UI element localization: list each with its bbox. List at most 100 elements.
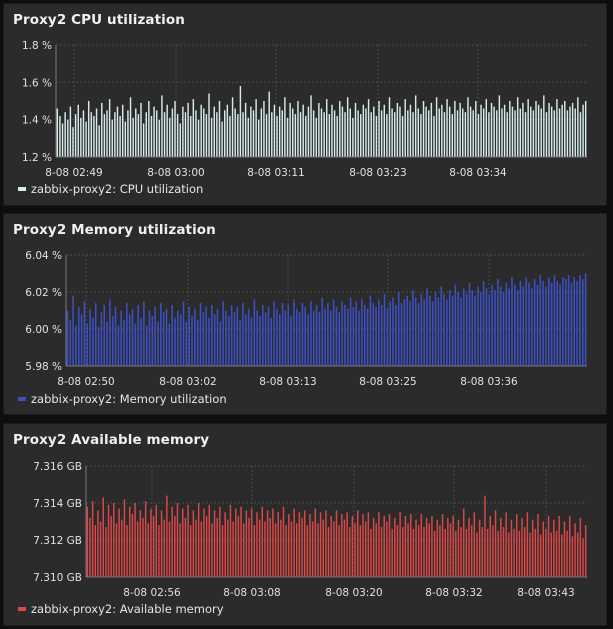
data-bar (338, 525, 340, 577)
data-bar (468, 517, 470, 577)
data-bar (286, 117, 289, 157)
data-bar (124, 121, 127, 157)
data-bar (123, 499, 126, 577)
data-bar (454, 101, 456, 157)
data-bar (169, 117, 171, 157)
data-bar (311, 521, 314, 577)
y-tick-label: 6.02 % (25, 287, 62, 299)
data-bar (148, 101, 150, 157)
data-bar (449, 523, 452, 577)
data-bar (267, 306, 270, 366)
data-bar (92, 317, 94, 366)
data-bar (579, 517, 582, 577)
data-bar (86, 323, 89, 366)
data-bar (462, 108, 464, 157)
data-bar (471, 290, 474, 366)
data-bar (383, 104, 385, 157)
data-bar (463, 288, 465, 366)
data-bar (107, 504, 110, 577)
data-bar (477, 286, 479, 366)
data-bar (574, 523, 576, 577)
data-bar (553, 110, 556, 157)
data-bar (160, 303, 162, 366)
data-bar (433, 115, 435, 157)
data-bar (139, 510, 142, 577)
y-tick-label: 1.6 % (22, 77, 52, 89)
data-bar (213, 106, 215, 157)
data-bar (221, 525, 224, 577)
data-bar (140, 102, 142, 157)
data-bar (446, 99, 448, 157)
data-bar (372, 517, 375, 577)
data-bar (292, 108, 294, 157)
y-tick-label: 7.310 GB (33, 572, 82, 584)
data-bar (273, 301, 275, 366)
data-bar (380, 304, 383, 366)
data-bar (147, 523, 150, 577)
data-bar (543, 95, 545, 157)
data-bar (148, 310, 151, 366)
data-bar (569, 515, 571, 577)
data-bar (93, 115, 95, 157)
data-bar (478, 519, 481, 577)
data-bar (423, 527, 425, 577)
data-bar (171, 108, 174, 157)
data-bar (536, 284, 539, 366)
data-bar (563, 521, 566, 577)
data-bar (335, 306, 338, 366)
data-bar (247, 117, 249, 157)
cpu-panel: Proxy2 CPU utilization 1.8 % 1.6 % 1.4 % 1.… (3, 3, 607, 206)
data-bar (573, 277, 576, 366)
data-bar (165, 308, 168, 366)
data-bar (545, 528, 547, 577)
data-bar (400, 303, 403, 366)
data-bar (361, 299, 363, 366)
data-bar (245, 314, 247, 366)
data-bar (229, 115, 231, 157)
data-bar (362, 104, 365, 157)
data-bar (562, 277, 564, 366)
data-bar (351, 515, 354, 577)
data-bar (425, 106, 427, 157)
data-bar (232, 521, 234, 577)
data-bar (115, 523, 118, 577)
data-bar (140, 317, 142, 366)
data-bar (287, 304, 290, 366)
data-bar (118, 508, 120, 577)
data-bar (412, 528, 415, 577)
data-bar (158, 525, 160, 577)
data-bar (388, 514, 391, 577)
data-bar (100, 312, 103, 366)
data-bar (279, 314, 281, 366)
data-bar (236, 306, 239, 366)
data-bar (296, 523, 298, 577)
data-bar (182, 301, 185, 366)
data-bar (64, 112, 66, 157)
data-bar (539, 534, 542, 577)
data-bar (162, 312, 165, 366)
data-bar (182, 508, 184, 577)
data-bar (321, 297, 324, 366)
data-bar (255, 99, 257, 157)
y-tick-label: 1.2 % (22, 152, 52, 164)
data-bar (480, 292, 482, 366)
data-bar (448, 106, 451, 157)
data-bar (318, 102, 320, 157)
data-bar (142, 123, 145, 157)
data-bar (189, 115, 192, 157)
data-bar (266, 510, 269, 577)
data-bar (69, 106, 72, 157)
data-bar (339, 101, 341, 157)
data-bar (344, 304, 346, 366)
data-bar (457, 292, 459, 366)
panel-title: Proxy2 CPU utilization (13, 12, 185, 28)
data-bar (108, 99, 111, 157)
data-bar (265, 114, 268, 157)
data-bar (131, 308, 134, 366)
data-bar (295, 308, 298, 366)
data-bar (497, 530, 499, 577)
data-bar (358, 310, 360, 366)
data-bar (567, 275, 570, 366)
data-bar (433, 530, 436, 577)
data-bar (500, 517, 502, 577)
